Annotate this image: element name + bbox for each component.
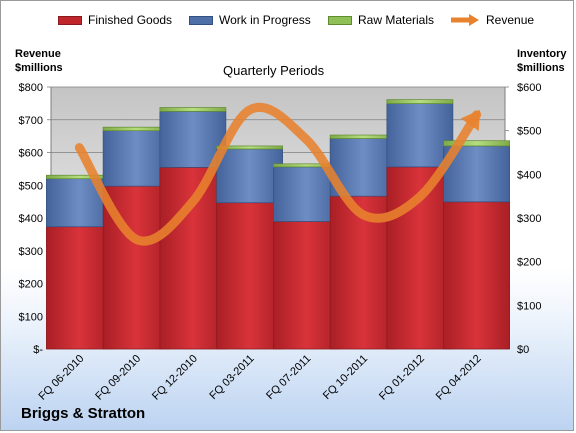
right-tick-label: $400: [517, 169, 541, 181]
right-tick-label: $0: [517, 344, 529, 356]
legend: Finished Goods Work in Progress Raw Mate…: [1, 13, 576, 33]
right-axis-title-line2: $millions: [517, 62, 565, 74]
legend-item-revenue: Revenue: [450, 13, 534, 27]
right-tick-label: $100: [517, 300, 541, 312]
left-tick-label: $400: [19, 213, 43, 225]
left-axis-title-line1: Revenue: [15, 48, 61, 60]
bar-raw-materials: [46, 174, 113, 180]
bar-finished-goods: [46, 226, 113, 350]
left-tick-label: $100: [19, 311, 43, 323]
bar-work-in-progress: [102, 130, 170, 187]
bar-raw-materials: [443, 140, 510, 147]
bar-work-in-progress: [386, 103, 454, 168]
revenue-arrowhead: [460, 109, 481, 131]
legend-swatch-work-in-progress: [189, 15, 213, 25]
right-tick-label: $500: [517, 126, 541, 138]
legend-label-work-in-progress: Work in Progress: [219, 13, 311, 27]
bar-work-in-progress: [216, 148, 283, 204]
bar-raw-materials: [216, 145, 283, 150]
company-name: Briggs & Stratton: [21, 405, 146, 422]
right-tick-label: $300: [517, 213, 541, 225]
legend-swatch-finished-goods: [58, 15, 82, 25]
x-tick-label: FQ 10-2011: [321, 353, 370, 402]
left-axis-title: Revenue $millions: [15, 47, 63, 75]
right-tick-label: $600: [517, 82, 541, 94]
chart-subtitle: Quarterly Periods: [223, 63, 325, 78]
legend-label-raw-materials: Raw Materials: [358, 13, 435, 27]
legend-label-revenue: Revenue: [486, 13, 535, 27]
left-tick-label: $-: [33, 344, 43, 356]
bar-raw-materials: [159, 107, 227, 112]
legend-swatch-raw-materials: [328, 15, 352, 25]
x-tick-label: FQ 06-2010: [37, 353, 87, 403]
bar-finished-goods: [216, 202, 283, 350]
x-tick-label: FQ 09-2010: [93, 353, 143, 403]
x-tick-label: FQ 04-2012: [434, 353, 484, 403]
revenue-line: [74, 102, 482, 246]
right-axis-title-line1: Inventory: [517, 48, 567, 60]
legend-arrow-icon: [451, 14, 479, 26]
legend-label-finished-goods: Finished Goods: [88, 13, 173, 27]
bar-raw-materials: [102, 126, 170, 132]
x-tick-label: FQ 01-2012: [377, 353, 427, 403]
x-tick-label: FQ 12-2010: [150, 353, 200, 403]
left-tick-label: $800: [19, 82, 43, 94]
bar-raw-materials: [329, 134, 397, 139]
bar-finished-goods: [443, 201, 510, 350]
left-tick-label: $300: [19, 246, 43, 258]
right-axis-title: Inventory $millions: [517, 47, 567, 75]
legend-item-raw-materials: Raw Materials: [328, 13, 434, 27]
left-tick-label: $600: [19, 148, 43, 160]
left-tick-label: $500: [19, 180, 43, 192]
x-tick-label: FQ 03-2011: [207, 353, 256, 402]
left-tick-label: $700: [19, 115, 43, 127]
x-tick-label: FQ 07-2011: [264, 353, 313, 402]
bar-raw-materials: [386, 99, 454, 104]
bar-finished-goods: [273, 221, 340, 350]
right-tick-label: $200: [517, 257, 541, 269]
legend-item-work-in-progress: Work in Progress: [189, 13, 311, 27]
legend-item-finished-goods: Finished Goods: [58, 13, 172, 27]
left-axis-title-line2: $millions: [15, 62, 63, 74]
left-tick-label: $200: [19, 279, 43, 291]
